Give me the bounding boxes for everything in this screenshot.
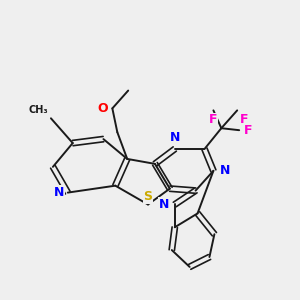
Text: S: S <box>143 190 152 203</box>
Text: CH₃: CH₃ <box>28 105 48 115</box>
Text: F: F <box>209 113 218 126</box>
Text: F: F <box>240 113 249 126</box>
Text: O: O <box>97 102 108 115</box>
Text: F: F <box>244 124 252 137</box>
Text: N: N <box>54 186 64 199</box>
Text: N: N <box>169 131 180 144</box>
Text: N: N <box>158 198 169 211</box>
Text: N: N <box>220 164 230 177</box>
